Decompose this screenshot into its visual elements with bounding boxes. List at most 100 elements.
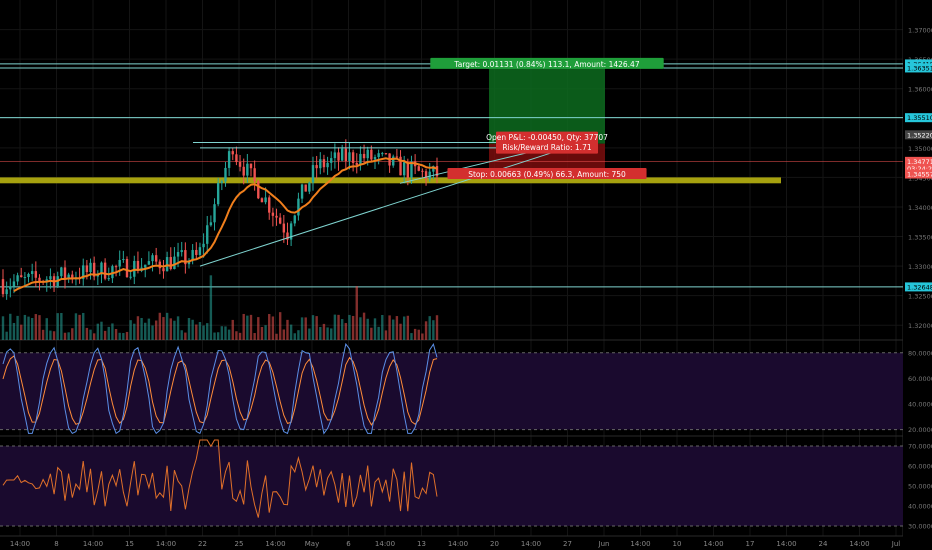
volume-bar: [410, 333, 413, 340]
candle: [63, 260, 67, 289]
candle-body: [206, 225, 209, 244]
candle: [173, 247, 176, 270]
pnl-label: Open P&L: -0.00450, Qty: 37707: [486, 133, 608, 142]
position-labels: Target: 0.01131 (0.84%) 113.1, Amount: 1…: [430, 57, 664, 180]
candle: [184, 242, 187, 274]
volume-bar: [235, 331, 238, 340]
candle: [1, 269, 5, 298]
volume-bar: [435, 315, 439, 340]
candle-body: [147, 261, 151, 265]
candle-body: [381, 153, 384, 155]
time-tick-label: 6: [346, 540, 351, 548]
time-tick-label: 15: [125, 540, 134, 548]
time-tick-label: 14:00: [83, 540, 103, 548]
volume-bar: [264, 325, 267, 340]
candle: [20, 267, 23, 278]
candle-body: [330, 158, 333, 163]
candle-body: [1, 279, 5, 295]
candle: [9, 278, 12, 298]
volume-bar: [326, 327, 329, 340]
candle-body: [227, 151, 231, 168]
candle-body: [195, 249, 198, 255]
candle-body: [34, 271, 38, 278]
price-tick-label: 1.35000: [908, 145, 932, 153]
candle-body: [180, 250, 183, 253]
time-tick-label: 14:00: [448, 540, 468, 548]
rsi-tick-label: 70.0000: [908, 443, 932, 451]
rsi-tick-label: 30.0000: [908, 523, 932, 531]
volume-bar: [417, 329, 420, 340]
volume-bar: [330, 328, 333, 340]
time-tick-label: 14:00: [265, 540, 285, 548]
volume-bar: [103, 330, 107, 340]
candle: [238, 154, 242, 172]
candle-body: [235, 154, 238, 163]
volume-bar: [125, 331, 129, 340]
candle-body: [89, 262, 92, 273]
volume-bar: [71, 328, 74, 340]
level-badge: [905, 282, 932, 292]
candle-body: [421, 170, 424, 172]
candle-body: [136, 260, 140, 271]
volume-bar: [268, 314, 271, 340]
candle-body: [30, 271, 34, 274]
candle-body: [5, 289, 8, 295]
candle-body: [282, 223, 286, 233]
target-label-bg: [430, 57, 664, 69]
volume-bar: [16, 315, 19, 340]
candle-body: [304, 184, 307, 192]
stoch-d-line: [2, 355, 438, 426]
candle-body: [406, 162, 410, 178]
volume-bar: [169, 318, 172, 340]
volume-bar: [257, 317, 260, 340]
candle-body: [202, 243, 205, 248]
candle: [224, 161, 227, 187]
candle-body: [27, 273, 30, 278]
volume-bar: [187, 318, 191, 340]
candle: [122, 250, 125, 263]
volume-bar: [9, 313, 12, 340]
candle-body: [125, 258, 129, 278]
volume-bar: [45, 318, 48, 340]
axis-background: [903, 0, 932, 550]
candle-body: [300, 184, 304, 199]
candle-body: [184, 250, 187, 265]
volume-bar: [370, 327, 373, 340]
volume-bar: [231, 319, 234, 340]
candle-body: [9, 286, 12, 290]
time-tick-label: 14:00: [703, 540, 723, 548]
price-tick-label: 1.34000: [908, 204, 932, 212]
candle-body: [118, 259, 121, 267]
candle-body: [384, 153, 388, 155]
volume-bar: [38, 315, 41, 340]
target-label: Target: 0.01131 (0.84%) 113.1, Amount: 1…: [453, 60, 639, 69]
volume-bar: [23, 314, 27, 340]
candle: [235, 146, 238, 166]
rsi-panel: [0, 439, 903, 527]
candle-body: [417, 166, 420, 171]
candle: [348, 142, 351, 170]
time-tick-label: 14:00: [630, 540, 650, 548]
candle-body: [103, 262, 107, 279]
volume-bar: [144, 322, 147, 340]
candle-body: [67, 274, 70, 279]
candle: [27, 272, 30, 283]
stoch-tick-label: 80.0000: [908, 349, 932, 357]
volume-bar: [319, 327, 322, 340]
volume-bar: [184, 332, 187, 340]
rsi-tick-label: 50.0000: [908, 483, 932, 491]
volume-bar: [311, 315, 315, 340]
stoch-k-line: [2, 342, 438, 435]
candle-body: [275, 215, 278, 218]
candle-body: [173, 256, 176, 270]
volume-bar: [308, 328, 311, 340]
volume-bar: [56, 313, 59, 340]
candle-body: [326, 162, 329, 168]
candle: [384, 153, 388, 155]
volume-bar: [300, 317, 304, 340]
volume-bar: [304, 317, 307, 340]
horizontal-levels[interactable]: [0, 63, 903, 288]
candle-body: [114, 266, 118, 268]
candle: [282, 214, 286, 243]
